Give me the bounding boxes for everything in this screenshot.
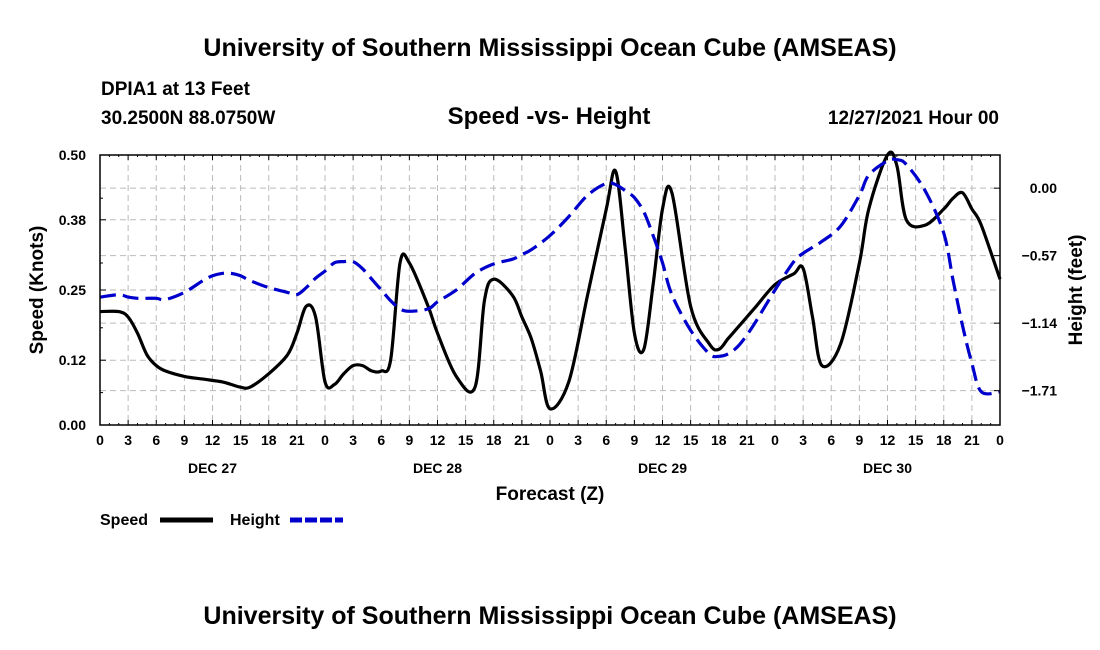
day-label: DEC 29 [638,460,687,476]
grid [100,155,1000,425]
x-tick-label: 21 [514,432,530,448]
x-tick-label: 15 [908,432,924,448]
x-tick-label: 18 [486,432,502,448]
forecast-datetime: 12/27/2021 Hour 00 [828,108,999,129]
x-tick-label: 21 [964,432,980,448]
x-tick-label: 6 [152,432,160,448]
x-tick-label: 9 [180,432,188,448]
x-tick-label: 12 [205,432,221,448]
axis-tick-labels: 0 3 6 9 12 15 18 21 0 3 6 9 12 15 18 21 0 3 6 9 12 15 18 21 0 3 6 9… [59,147,1057,476]
x-tick-label: 0 [546,432,554,448]
y-right-tick-label: 0.00 [1030,180,1057,196]
x-tick-label: 3 [574,432,582,448]
x-tick-label: 6 [602,432,610,448]
y-axis-label-right: Height (feet) [1066,235,1087,346]
y-right-tick-label: −1.71 [1022,383,1058,399]
y-left-tick-label: 0.38 [59,212,86,228]
series-group [99,150,1002,411]
x-tick-label: 15 [683,432,699,448]
x-tick-label: 6 [377,432,385,448]
x-tick-label: 18 [711,432,727,448]
x-tick-label: 0 [321,432,329,448]
series-speed-line [99,150,1002,411]
day-label: DEC 30 [863,460,912,476]
y-left-tick-label: 0.00 [59,417,86,433]
x-tick-label: 18 [261,432,277,448]
chart-subtitle: Speed -vs- Height [448,103,651,130]
x-tick-label: 0 [996,432,1004,448]
x-tick-label: 15 [233,432,249,448]
footer-title: University of Southern Mississippi Ocean… [203,602,896,630]
x-tick-label: 12 [655,432,671,448]
y-axis-label-left: Speed (Knots) [27,226,48,355]
x-tick-label: 3 [349,432,357,448]
series-height-line [99,157,1001,396]
axis-ticks [99,154,1001,426]
y-right-tick-label: −1.14 [1022,315,1058,331]
legend-height-label: Height [230,512,280,529]
x-tick-label: 6 [827,432,835,448]
x-tick-label: 21 [739,432,755,448]
location-label: 30.2500N 88.0750W [101,108,275,129]
x-tick-label: 3 [799,432,807,448]
x-tick-label: 0 [771,432,779,448]
y-left-tick-label: 0.50 [59,147,86,163]
x-tick-label: 9 [405,432,413,448]
y-right-tick-label: −0.57 [1022,248,1058,264]
chart-main-title: University of Southern Mississippi Ocean… [203,34,896,62]
x-tick-label: 9 [855,432,863,448]
x-tick-label: 15 [458,432,474,448]
x-tick-label: 0 [96,432,104,448]
legend-speed-label: Speed [100,512,148,529]
y-left-tick-label: 0.12 [59,352,86,368]
x-tick-label: 18 [936,432,952,448]
x-tick-label: 9 [630,432,638,448]
y-left-tick-label: 0.25 [59,282,86,298]
x-tick-label: 12 [880,432,896,448]
station-label: DPIA1 at 13 Feet [101,79,251,100]
day-label: DEC 27 [188,460,237,476]
legend: Speed Height [100,512,343,529]
x-axis-label: Forecast (Z) [496,484,605,505]
day-label: DEC 28 [413,460,462,476]
x-tick-label: 3 [124,432,132,448]
x-tick-label: 12 [430,432,446,448]
x-tick-label: 21 [289,432,305,448]
